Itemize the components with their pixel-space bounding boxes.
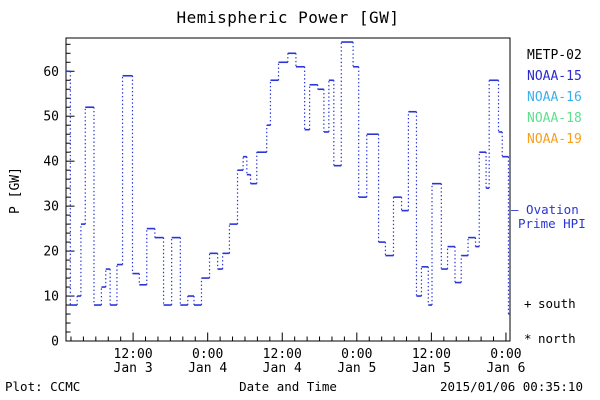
y-tick-label: 40 bbox=[43, 155, 59, 170]
axis-box bbox=[65, 37, 511, 342]
y-tick-label: 0 bbox=[51, 335, 59, 350]
page-title: Hemispheric Power [GW] bbox=[176, 8, 400, 27]
legend-item-noaa16: NOAA-16 bbox=[527, 90, 582, 105]
x-tick-date-label: Jan 6 bbox=[486, 361, 525, 376]
x-tick-time-label: 12:00 bbox=[263, 347, 302, 362]
legend-item-noaa18: NOAA-18 bbox=[527, 111, 582, 126]
asterisk-symbol: * bbox=[524, 331, 532, 346]
x-axis-title: Date and Time bbox=[239, 379, 337, 394]
satellite-legend: METP-02 NOAA-15 NOAA-16 NOAA-18 NOAA-19 bbox=[527, 45, 582, 150]
x-tick-date-label: Jan 5 bbox=[337, 361, 376, 376]
x-tick-date-label: Jan 4 bbox=[263, 361, 302, 376]
y-tick-label: 20 bbox=[43, 245, 59, 260]
north-label: north bbox=[538, 331, 576, 346]
x-tick-time-label: 0:00 bbox=[490, 347, 521, 362]
x-tick-time-label: 0:00 bbox=[192, 347, 223, 362]
x-tick-date-label: Jan 4 bbox=[188, 361, 227, 376]
plot-source-label: Plot: CCMC bbox=[5, 379, 81, 394]
x-tick-time-label: 0:00 bbox=[341, 347, 372, 362]
south-label: south bbox=[538, 296, 576, 311]
y-tick-label: 60 bbox=[43, 65, 59, 80]
y-tick-label: 30 bbox=[43, 200, 59, 215]
y-tick-label: 50 bbox=[43, 110, 59, 125]
ovation-legend: – Ovation Prime HPI bbox=[511, 203, 586, 231]
legend-item-noaa19: NOAA-19 bbox=[527, 132, 582, 147]
north-marker-legend: * north bbox=[524, 331, 576, 346]
timestamp-label: 2015/01/06 00:35:10 bbox=[440, 379, 583, 394]
legend-item-metp02: METP-02 bbox=[527, 48, 582, 63]
legend-item-noaa15: NOAA-15 bbox=[527, 69, 582, 84]
plus-symbol: + bbox=[524, 296, 532, 311]
x-tick-time-label: 12:00 bbox=[114, 347, 153, 362]
ovation-legend-line2: Prime HPI bbox=[518, 216, 586, 231]
x-tick-date-label: Jan 3 bbox=[114, 361, 153, 376]
south-marker-legend: + south bbox=[524, 296, 576, 311]
y-tick-label: 10 bbox=[43, 290, 59, 305]
x-tick-date-label: Jan 5 bbox=[412, 361, 451, 376]
x-tick-time-label: 12:00 bbox=[412, 347, 451, 362]
ovation-legend-line1: – Ovation bbox=[511, 202, 579, 217]
